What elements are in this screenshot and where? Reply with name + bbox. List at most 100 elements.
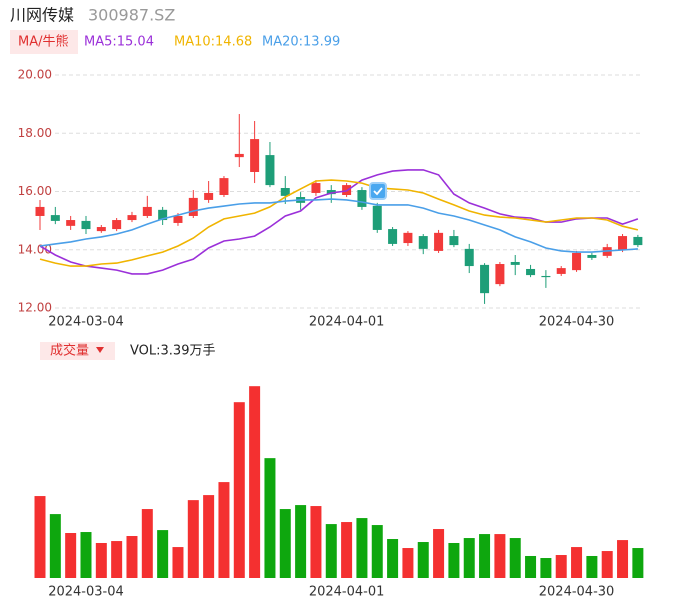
candle-body: [541, 275, 551, 278]
volume-bar: [310, 506, 322, 578]
candle-body: [204, 192, 214, 200]
candle-body: [219, 178, 229, 195]
candle-body: [434, 232, 444, 251]
y-tick-label: 12.00: [18, 301, 52, 315]
volume-bar: [586, 555, 598, 578]
volume-bar: [371, 525, 383, 578]
volume-bar: [95, 542, 107, 578]
candle-body: [495, 264, 505, 285]
legend-entry: MA5:15.04: [84, 35, 154, 50]
volume-button[interactable]: 成交量: [50, 343, 89, 359]
volume-bar: [279, 509, 291, 578]
volume-bar: [187, 500, 199, 578]
volume-bar: [525, 555, 537, 578]
volume-bar: [463, 538, 475, 578]
candle-body: [556, 268, 566, 274]
candle-body: [250, 139, 260, 172]
ma-line: [39, 169, 639, 275]
volume-bar: [402, 548, 414, 578]
volume-bar: [417, 542, 429, 578]
candle-body: [127, 215, 137, 221]
volume-bar: [387, 539, 399, 578]
volume-button-bg[interactable]: [40, 342, 115, 360]
x-tick-label: 2024-03-04: [48, 585, 124, 600]
stock-code: 300987.SZ: [88, 6, 175, 25]
volume-bar: [295, 505, 307, 578]
volume-bar: [601, 551, 613, 578]
candle-body: [96, 227, 106, 232]
volume-bar: [617, 540, 629, 578]
y-tick-label: 18.00: [18, 126, 52, 140]
volume-bar: [341, 522, 353, 578]
x-tick-label: 2024-04-01: [309, 585, 385, 600]
y-tick-label: 16.00: [18, 184, 52, 198]
volume-bar: [65, 533, 77, 578]
volume-bar: [141, 509, 153, 578]
volume-summary: VOL:3.39万手: [130, 344, 215, 359]
candle-body: [510, 261, 520, 265]
indicator-button-bg[interactable]: [10, 30, 78, 54]
candle-body: [35, 206, 45, 216]
volume-bar: [264, 458, 276, 578]
candle-body: [280, 188, 290, 196]
volume-bar: [356, 518, 368, 578]
volume-bar: [249, 386, 261, 578]
volume-bar: [479, 534, 491, 578]
volume-bar: [233, 402, 245, 578]
volume-bar: [571, 547, 583, 578]
volume-bar: [157, 530, 169, 578]
volume-bar: [632, 548, 644, 578]
candle-body: [173, 215, 183, 223]
candle-body: [357, 190, 367, 207]
volume-bar: [555, 555, 567, 578]
candle-body: [572, 252, 582, 271]
x-tick-label: 2024-04-30: [539, 315, 615, 330]
candle-body: [66, 220, 76, 226]
candle-body: [234, 153, 244, 158]
y-tick-label: 20.00: [18, 68, 52, 82]
stock-name: 川网传媒: [10, 6, 74, 25]
candle-body: [480, 264, 490, 294]
legend-entry: MA10:14.68: [174, 35, 252, 50]
candle-body: [326, 190, 336, 195]
ma-line: [39, 198, 638, 253]
candle-body: [526, 268, 536, 276]
volume-bar: [325, 524, 337, 578]
volume-bar: [203, 495, 215, 578]
candle-body: [311, 183, 321, 193]
volume-bar: [34, 496, 46, 578]
volume-bar: [80, 532, 92, 578]
volume-bar: [433, 529, 445, 578]
volume-bar: [494, 534, 506, 578]
candle-body: [188, 197, 198, 216]
volume-bar: [448, 542, 460, 578]
candle-body: [158, 209, 168, 221]
candle-body: [112, 220, 122, 230]
volume-bar: [218, 482, 230, 578]
volume-bar: [172, 547, 184, 578]
x-tick-label: 2024-04-30: [539, 585, 615, 600]
legend-entry: MA20:13.99: [262, 35, 340, 50]
volume-bar: [111, 541, 123, 578]
candle-body: [265, 155, 275, 186]
candle-body: [403, 232, 413, 244]
plot-area: 12.0014.0016.0018.0020.002024-03-042024-…: [18, 35, 644, 600]
volume-bar: [540, 558, 552, 578]
volume-bar: [509, 538, 521, 578]
volume-bar: [126, 536, 138, 578]
candle-body: [449, 236, 459, 246]
candle-body: [81, 220, 91, 230]
x-tick-label: 2024-03-04: [48, 315, 124, 330]
x-tick-label: 2024-04-01: [309, 315, 385, 330]
candle-body: [372, 205, 382, 230]
ma-line: [39, 179, 639, 267]
dropdown-arrow: [96, 347, 104, 353]
candle-body: [418, 236, 428, 249]
candle-body: [618, 236, 628, 251]
candle-body: [388, 229, 398, 244]
highlight-marker: [369, 182, 387, 200]
indicator-button[interactable]: MA/牛熊: [18, 34, 69, 50]
candle-body: [50, 215, 60, 221]
candle-body: [633, 236, 643, 246]
